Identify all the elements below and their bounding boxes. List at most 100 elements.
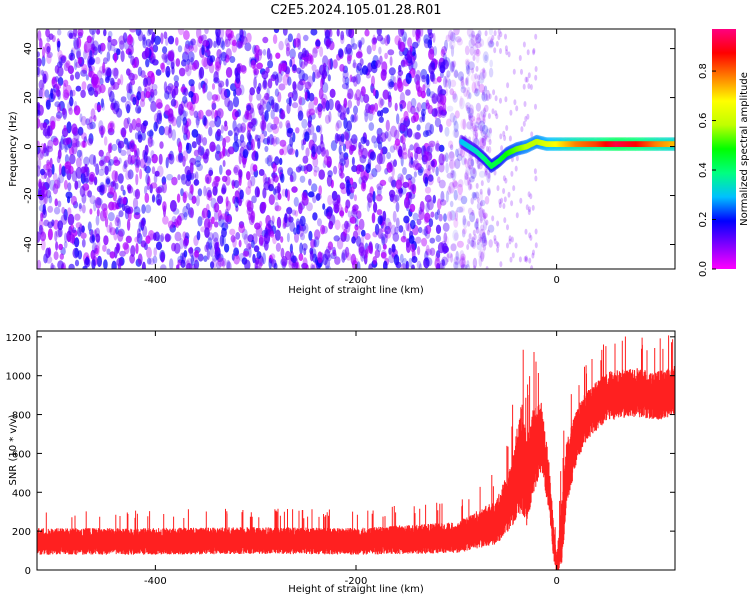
heatmap-cell [46, 125, 51, 137]
heatmap-cell [133, 190, 139, 197]
heatmap-cell [435, 166, 439, 177]
heatmap-cell [358, 242, 365, 254]
heatmap-cell [466, 89, 470, 100]
heatmap-cell [472, 134, 478, 145]
heatmap-cell [298, 95, 303, 106]
heatmap-cell [75, 85, 82, 92]
heatmap-cell [477, 74, 481, 81]
heatmap-cell [347, 99, 353, 109]
heatmap-cell [388, 81, 395, 88]
heatmap-cell [410, 105, 416, 115]
heatmap-cell [364, 233, 371, 240]
heatmap-cell [442, 222, 450, 232]
heatmap-cell [307, 191, 315, 198]
heatmap-cell [448, 78, 452, 89]
heatmap-cell [467, 65, 471, 77]
heatmap-cell [279, 139, 287, 147]
heatmap-cell [378, 97, 384, 108]
heatmap-cell [280, 173, 285, 184]
snr-series-line [37, 335, 675, 570]
heatmap-cell [45, 145, 50, 157]
heatmap-cell [221, 175, 228, 183]
heatmap-cell [171, 129, 177, 141]
heatmap-cell [134, 236, 140, 243]
heatmap-cell [320, 224, 326, 235]
heatmap-cell [471, 236, 475, 243]
heatmap-cell [475, 117, 482, 125]
heatmap-cell [462, 118, 467, 130]
heatmap-cell [262, 252, 266, 265]
heatmap-cell [330, 140, 337, 152]
heatmap-cell [508, 235, 512, 242]
heatmap-cell [126, 104, 131, 114]
heatmap-cell [386, 162, 393, 173]
heatmap-cell [429, 247, 436, 256]
heatmap-cell [460, 264, 468, 269]
heatmap-cell [236, 62, 243, 74]
heatmap-cell [200, 34, 204, 42]
heatmap-cell [467, 86, 471, 94]
heatmap-cell [63, 208, 68, 221]
heatmap-cell [477, 80, 481, 87]
heatmap-cell [381, 234, 388, 245]
heatmap-cell [89, 208, 93, 215]
heatmap-cell [81, 81, 87, 91]
heatmap-cell [504, 177, 508, 184]
heatmap-cell [382, 210, 387, 222]
heatmap-cell [408, 235, 415, 244]
heatmap-cell [322, 253, 328, 266]
heatmap-cell [329, 88, 336, 98]
heatmap-cell [38, 178, 42, 189]
heatmap-cell [325, 149, 329, 159]
heatmap-cell [144, 162, 148, 171]
heatmap-cell [120, 196, 124, 205]
heatmap-cell [460, 148, 465, 158]
heatmap-cell [191, 129, 199, 138]
heatmap-cell [433, 46, 438, 56]
heatmap-cell [350, 36, 355, 48]
heatmap-cell [496, 242, 500, 249]
heatmap-cell [457, 183, 464, 195]
heatmap-cell [470, 34, 477, 46]
heatmap-cell [447, 211, 453, 222]
heatmap-cell [454, 69, 459, 79]
heatmap-cell [67, 196, 71, 204]
heatmap-cell [247, 179, 252, 189]
heatmap-cell [153, 89, 158, 96]
heatmap-cell [69, 154, 76, 165]
heatmap-cell [378, 116, 384, 123]
heatmap-cell [479, 68, 486, 81]
heatmap-cell [207, 193, 213, 201]
spectrogram-plot-area [37, 29, 675, 269]
heatmap-cell [75, 167, 83, 179]
heatmap-cell [252, 164, 258, 172]
heatmap-cell [524, 228, 528, 235]
heatmap-cell [379, 98, 385, 106]
heatmap-cell [418, 263, 423, 269]
heatmap-cell [403, 59, 408, 67]
heatmap-cell [156, 165, 164, 178]
heatmap-cell [391, 179, 397, 189]
heatmap-cell [85, 74, 89, 81]
heatmap-cell [534, 74, 538, 81]
heatmap-cell [420, 108, 426, 117]
heatmap-cell [238, 197, 243, 207]
heatmap-cell [280, 236, 284, 243]
heatmap-cell [258, 104, 264, 116]
heatmap-cell [135, 122, 142, 132]
heatmap-cell [127, 154, 133, 165]
heatmap-cell [120, 127, 127, 138]
heatmap-cell [509, 256, 513, 263]
heatmap-cell [98, 160, 105, 167]
heatmap-cell [372, 88, 376, 97]
heatmap-cell [506, 242, 509, 249]
heatmap-cell [68, 32, 73, 39]
heatmap-cell [459, 95, 463, 107]
heatmap-cell [397, 148, 403, 157]
heatmap-cell [301, 73, 309, 81]
heatmap-cell [225, 215, 232, 223]
heatmap-cell [352, 138, 358, 151]
heatmap-cell [46, 145, 53, 153]
heatmap-cell [216, 241, 220, 250]
heatmap-cell [325, 265, 332, 269]
